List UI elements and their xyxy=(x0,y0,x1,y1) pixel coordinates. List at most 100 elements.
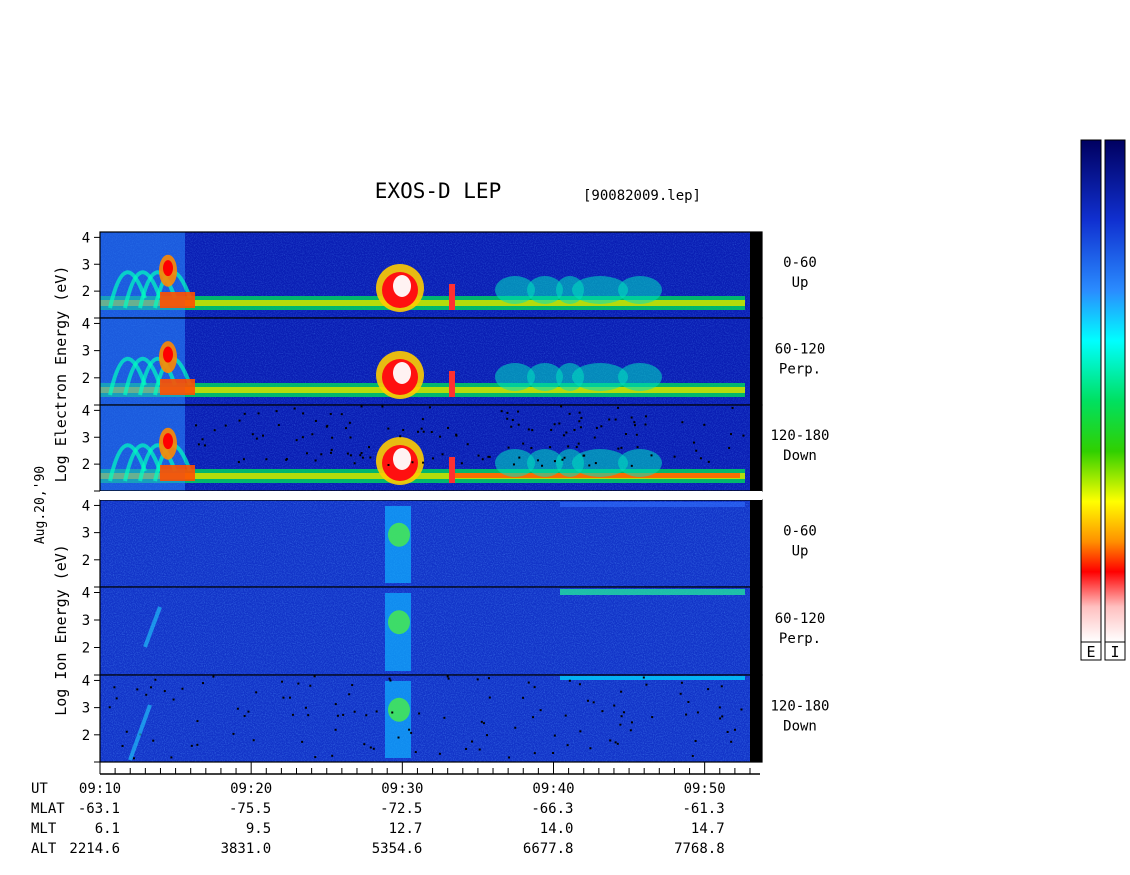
late-feature xyxy=(572,276,628,304)
dropout-dot xyxy=(644,415,647,418)
dropout-dot xyxy=(288,696,291,699)
cusp-arc xyxy=(123,443,162,482)
dropout-dot xyxy=(203,444,206,447)
dropout-dot xyxy=(553,423,556,426)
dropout-dot xyxy=(121,745,124,748)
dropout-dot xyxy=(302,412,305,415)
dropout-dot xyxy=(608,418,611,421)
dropout-dot xyxy=(478,748,481,751)
dropout-dot xyxy=(718,706,721,709)
dropout-dot xyxy=(580,416,583,419)
panel-direction-label: Perp. xyxy=(779,362,821,378)
dropout-dot xyxy=(359,454,362,457)
dropout-dot xyxy=(301,436,304,439)
dropout-dot xyxy=(679,692,682,695)
y-tick-label: 2 xyxy=(82,457,90,473)
dropout-dot xyxy=(589,747,592,750)
dropout-dot xyxy=(562,434,565,437)
dropout-dot xyxy=(558,422,561,425)
dropout-dot xyxy=(388,677,391,680)
dropout-dot xyxy=(680,681,683,684)
dropout-dot xyxy=(634,424,637,427)
dropout-dot xyxy=(681,421,684,424)
panel-electron-down xyxy=(99,404,763,492)
dropout-dot xyxy=(295,439,298,442)
dropout-dot xyxy=(594,462,597,465)
dropout-dot xyxy=(577,442,580,445)
dropout-dot xyxy=(530,446,533,449)
dropout-dot xyxy=(550,428,553,431)
panel-direction-label: Up xyxy=(792,275,809,291)
late-feature xyxy=(527,276,563,304)
dropout-dot xyxy=(190,744,193,747)
dropout-dot xyxy=(579,730,582,733)
dropout-dot xyxy=(336,714,339,717)
dropout-dot xyxy=(170,756,173,759)
y-tick-label: 2 xyxy=(82,641,90,657)
dropout-dot xyxy=(728,447,731,450)
dropout-dot xyxy=(196,743,199,746)
dropout-dot xyxy=(740,708,743,711)
dropout-dot xyxy=(480,720,483,723)
dropout-dot xyxy=(236,707,239,710)
dropout-dot xyxy=(441,453,444,456)
panel-pitch-label: 60-120 xyxy=(775,611,826,627)
dropout-dot xyxy=(361,456,364,459)
dropout-dot xyxy=(334,728,337,731)
dropout-dot xyxy=(651,716,654,719)
dropout-dot xyxy=(348,421,351,424)
orbit-value: 9.5 xyxy=(246,821,271,837)
dropout-dot xyxy=(573,428,576,431)
dropout-dot xyxy=(588,464,591,467)
dropout-dot xyxy=(552,751,555,754)
dropout-dot xyxy=(512,463,515,466)
dropout-dot xyxy=(614,418,617,421)
dropout-dot xyxy=(506,417,509,420)
dropout-dot xyxy=(446,426,449,429)
dropout-dot xyxy=(381,405,384,408)
dropout-dot xyxy=(397,736,400,739)
dropout-dot xyxy=(466,443,469,446)
late-feature xyxy=(618,363,662,391)
orbit-value: -63.1 xyxy=(78,801,120,817)
late-feature xyxy=(572,449,628,477)
dropout-dot xyxy=(730,740,733,743)
dropout-dot xyxy=(285,458,288,461)
dropout-dot xyxy=(707,460,710,463)
dropout-dot xyxy=(334,703,337,706)
orbit-value: -61.3 xyxy=(682,801,724,817)
cusp-bottom xyxy=(160,379,195,395)
dropout-dot xyxy=(471,740,474,743)
burst-white xyxy=(393,275,411,297)
dropout-dot xyxy=(399,435,402,438)
dropout-dot xyxy=(439,435,442,438)
dropout-dot xyxy=(416,430,419,433)
dropout-dot xyxy=(694,739,697,742)
dropout-dot xyxy=(488,455,491,458)
spike-0933 xyxy=(449,371,455,397)
dropout-dot xyxy=(368,446,371,449)
dropout-dot xyxy=(428,406,431,409)
dropout-dot xyxy=(351,684,354,687)
dropout-dot xyxy=(568,679,571,682)
y-tick-label: 2 xyxy=(82,553,90,569)
dropout-dot xyxy=(375,710,378,713)
dropout-dot xyxy=(567,445,570,448)
y-tick-label: 2 xyxy=(82,371,90,387)
dropout-dot xyxy=(331,436,334,439)
dropout-dot xyxy=(391,711,394,714)
dropout-dot xyxy=(330,448,333,451)
panel-electron-perp xyxy=(99,317,763,406)
dropout-dot xyxy=(369,746,372,749)
dropout-dot xyxy=(511,419,514,422)
dropout-dot xyxy=(620,715,623,718)
dropout-dot xyxy=(411,461,414,464)
late-feature xyxy=(495,363,535,391)
dropout-dot xyxy=(150,686,153,689)
colorbar-label: I xyxy=(1110,643,1119,661)
dropout-dot xyxy=(372,747,375,750)
dropout-dot xyxy=(593,436,596,439)
dropout-dot xyxy=(360,451,363,454)
dropout-dot xyxy=(692,441,695,444)
